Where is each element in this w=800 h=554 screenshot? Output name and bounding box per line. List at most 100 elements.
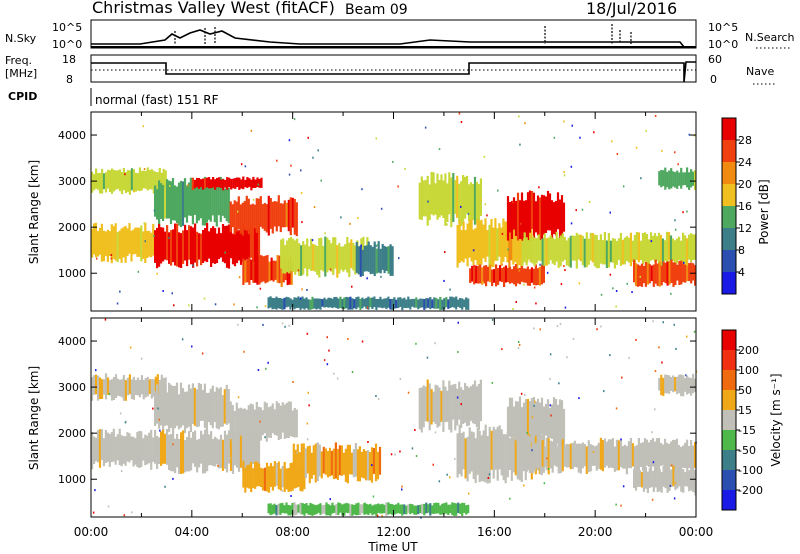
velocity-panel: 1000 2000 3000 4000 [58,317,698,519]
x-tick-label: 12:00 [376,525,411,539]
velocity-ylabel: Slant Range [km] [27,366,41,470]
nsky-label: N.Sky [5,32,37,45]
velocity-colorbar-segment [722,370,736,391]
velocity-colorbar-tick: 50 [738,384,752,397]
power-echo-region [355,241,394,277]
x-tick-label: 04:00 [175,525,210,539]
power-echo-region [506,190,566,241]
freq-unit: [MHz] [5,67,37,80]
power-colorbar-tick: 4 [738,266,745,279]
power-colorbar-tick: 12 [738,222,752,235]
cpid-value: normal (fast) 151 RF [95,93,219,107]
power-colorbar-tick: 24 [738,156,752,169]
power-ytick-label: 2000 [58,221,86,234]
power-colorbar-label: Power [dB] [757,179,771,244]
freq-panel [90,54,697,83]
velocity-colorbar-segment [722,490,736,511]
velocity-ytick-label: 3000 [58,381,86,394]
nsearch-tick-top: 10^5 [708,21,738,34]
x-tick-label: 20:00 [578,525,613,539]
velocity-colorbar-segment [722,410,736,431]
x-tick-label: 00:00 [679,525,714,539]
nave-tick-bottom: 0 [710,73,717,86]
freq-label: Freq. [5,54,32,67]
power-speckle [96,112,695,310]
power-echo-region [469,264,545,287]
velocity-ytick-label: 1000 [58,473,86,486]
power-echo-region [418,171,482,228]
velocity-colorbar-segment [722,450,736,471]
power-colorbar-tick: 20 [738,178,752,191]
power-colorbar: 28 24 20 16 12 8 4 [721,117,752,295]
x-tick-label: 00:00 [74,525,109,539]
nsky-tick-bottom: 10^0 [52,38,82,51]
nsky-panel [90,19,697,49]
velocity-ytick-label: 4000 [58,335,86,348]
velocity-colorbar-tick: 200 [738,344,759,357]
velocity-colorbar-tick: 15 [738,404,752,417]
power-colorbar-segment [722,118,736,141]
velocity-colorbar-segment [722,390,736,411]
power-colorbar-tick: 28 [738,134,752,147]
power-echo-region [191,176,263,191]
velocity-colorbar-tick: -100 [738,464,763,477]
velocity-echo-region [91,428,155,470]
freq-tick-top: 18 [62,53,76,66]
power-ytick-label: 4000 [58,129,86,142]
power-colorbar-segment [722,250,736,273]
x-tick-label: 16:00 [477,525,512,539]
velocity-echo-region [418,379,482,433]
nave-tick-top: 60 [708,53,722,66]
cpid-label: CPID [8,90,37,103]
velocity-colorbar-label: Velocity [m s⁻¹] [769,373,783,466]
nsearch-label: N.Search [745,31,795,44]
power-ytick-label: 1000 [58,267,86,280]
freq-tick-bottom: 8 [66,73,73,86]
beam-label: Beam 09 [345,2,408,18]
power-colorbar-segment [722,140,736,163]
power-echo-region [154,222,261,269]
velocity-colorbar-segment [722,350,736,371]
power-colorbar-segment [722,162,736,185]
power-echo-region [91,222,155,264]
velocity-echo-region [292,442,382,484]
power-echo-region [280,236,369,278]
power-colorbar-tick: 8 [738,244,745,257]
velocity-ytick-label: 2000 [58,427,86,440]
x-tick-label: 08:00 [275,525,310,539]
velocity-echo-region [154,382,230,434]
velocity-colorbar: 200 100 50 15 -15 -50 -100 -200 [721,329,763,511]
power-echo-region [154,176,230,228]
velocity-colorbar-tick: 100 [738,364,759,377]
velocity-colorbar-tick: -15 [738,424,756,437]
freq-trace [91,61,696,83]
velocity-colorbar-segment [722,470,736,491]
nave-label: Nave [746,65,774,78]
nsky-tick-top: 10^5 [52,21,82,34]
velocity-colorbar-tick: -50 [738,444,756,457]
velocity-echo-region [267,502,470,516]
velocity-colorbar-segment [722,330,736,351]
power-ylabel: Slant Range [km] [27,160,41,264]
velocity-echo-region [154,428,261,474]
power-echo-region [633,259,697,287]
velocity-echo-region [506,396,566,447]
power-colorbar-segment [722,206,736,229]
x-axis-label: Time UT [367,540,418,554]
power-panel: 1000 2000 3000 4000 [58,111,697,312]
nsearch-tick-bottom: 10^0 [708,38,738,51]
velocity-colorbar-segment [722,430,736,451]
velocity-colorbar-tick: -200 [738,484,763,497]
power-colorbar-segment [722,272,736,295]
station-title: Christmas Valley West (fitACF) [92,0,335,17]
power-colorbar-tick: 16 [738,200,752,213]
power-colorbar-segment [722,184,736,207]
power-colorbar-segment [722,228,736,251]
date-label: 18/Jul/2016 [586,0,677,18]
power-echo-region [229,195,298,237]
velocity-echo-region [229,401,298,442]
velocity-echo-region [658,373,697,397]
power-echo-region [267,296,470,311]
velocity-echo-region [519,437,697,475]
